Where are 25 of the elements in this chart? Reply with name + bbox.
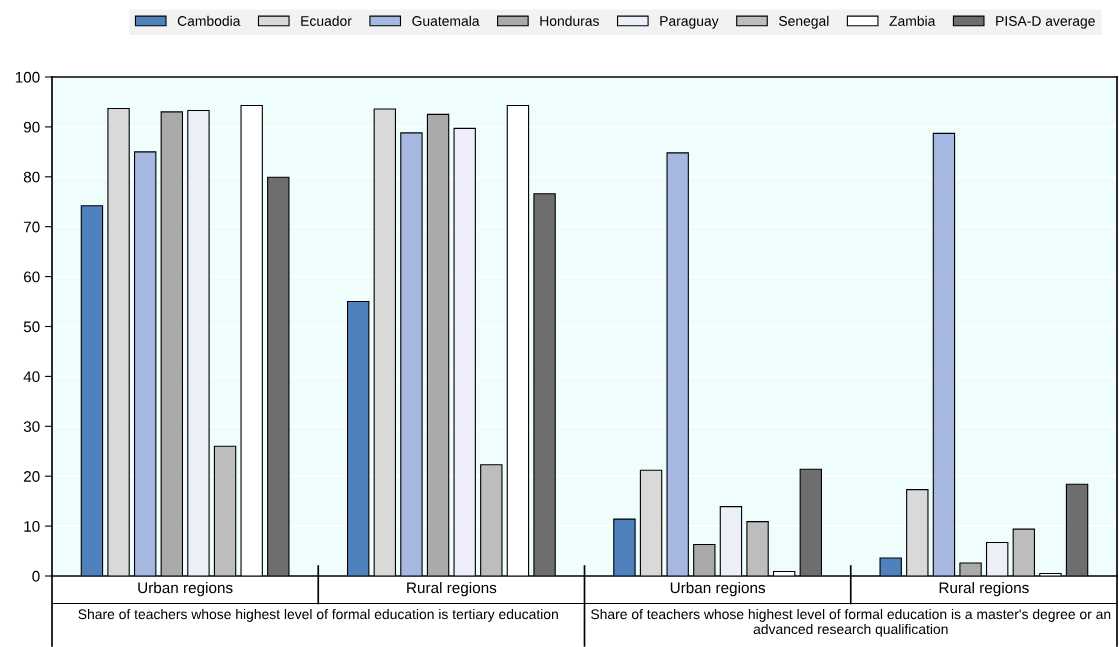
y-tick-label: 20 xyxy=(23,471,40,482)
y-tick-label: 10 xyxy=(24,520,40,532)
legend-label: Cambodia xyxy=(177,15,241,26)
y-tick-label: 100 xyxy=(15,71,40,83)
text: Share of teachers whose highest level of formal education is tertiary education xyxy=(78,608,558,622)
legend-label: Paraguay xyxy=(660,16,719,29)
y-tick-label: 60 xyxy=(23,271,40,283)
y-tick-label: 90 xyxy=(23,121,40,133)
x-tick-label: Urban regions xyxy=(138,581,233,597)
y-tick-label: 80 xyxy=(23,171,40,183)
x-tick-label: Rural regions xyxy=(407,581,497,597)
legend-label: PISA-D average xyxy=(996,16,1095,29)
legend-label: Senegal xyxy=(779,15,829,29)
legend-label: Guatemala xyxy=(412,15,480,26)
y-tick-label: 40 xyxy=(23,371,40,383)
y-tick-label: 70 xyxy=(23,221,40,233)
legend-label: Ecuador xyxy=(301,15,352,26)
x-tick-label: Rural regions xyxy=(939,581,1029,597)
legend-label: Honduras xyxy=(540,15,599,26)
y-tick-label: 0 xyxy=(32,570,40,582)
x-tick-label: Urban regions xyxy=(670,581,766,597)
text: Share of teachers whose highest level of formal education is a master's degree or an advanced research qualification xyxy=(591,608,1111,637)
y-tick-label: 30 xyxy=(23,421,40,432)
legend-label: Zambia xyxy=(889,15,936,26)
y-tick-label: 50 xyxy=(23,321,40,333)
